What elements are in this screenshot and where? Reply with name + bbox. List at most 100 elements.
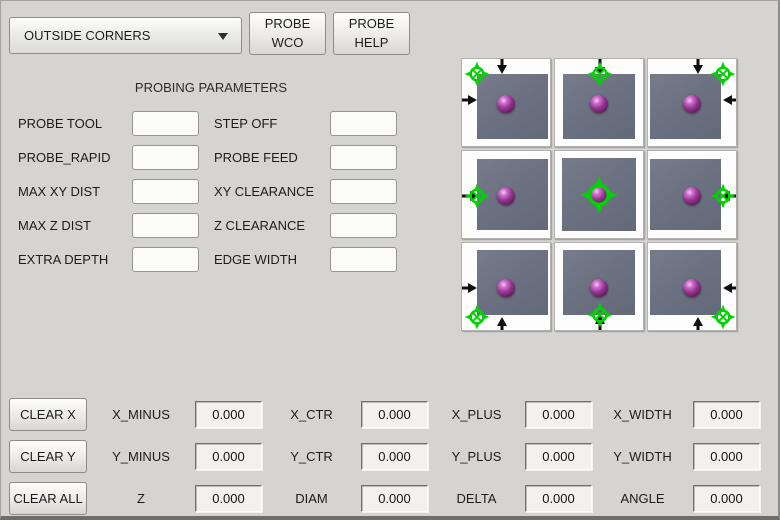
param-label-probe-feed: PROBE FEED <box>214 150 298 165</box>
result-label-x-ctr: X_CTR <box>290 407 333 422</box>
result-label-y-ctr: Y_CTR <box>290 449 333 464</box>
result-label-x-minus: X_MINUS <box>112 407 170 422</box>
param-label-extra-depth: EXTRA DEPTH <box>18 252 109 267</box>
probe-ball-icon <box>590 186 608 204</box>
result-label-angle: ANGLE <box>620 491 665 506</box>
result-label-z: Z <box>137 491 145 506</box>
probe-tile-edge-bottom[interactable] <box>554 242 644 331</box>
clear-all-button[interactable]: CLEAR ALL <box>9 482 87 515</box>
z-clearance-input[interactable] <box>330 213 397 238</box>
result-label-y-width: Y_WIDTH <box>613 449 672 464</box>
probe-tile-edge-right[interactable] <box>647 150 737 239</box>
crosshair-icon <box>587 302 613 328</box>
probe-tile-corner-top-left[interactable] <box>461 58 551 147</box>
crosshair-icon <box>710 304 736 330</box>
crosshair-icon <box>710 61 736 87</box>
param-label-edge-width: EDGE WIDTH <box>214 252 298 267</box>
probe-ball-icon <box>683 279 701 297</box>
probe-direction-overlay <box>693 283 736 330</box>
probe-tile-corner-bottom-left[interactable] <box>461 242 551 331</box>
probe-tile-edge-left[interactable] <box>461 150 551 239</box>
max-xy-dist-input[interactable] <box>132 179 199 204</box>
probe-mode-selected-value: OUTSIDE CORNERS <box>24 28 151 43</box>
probe-direction-overlay <box>587 59 613 87</box>
edge-width-input[interactable] <box>330 247 397 272</box>
probe-position-grid <box>461 58 737 331</box>
x-minus-value: 0.000 <box>195 401 262 428</box>
y-ctr-value: 0.000 <box>361 443 428 470</box>
result-label-y-minus: Y_MINUS <box>112 449 170 464</box>
y-plus-value: 0.000 <box>525 443 592 470</box>
x-ctr-value: 0.000 <box>361 401 428 428</box>
param-label-z-clearance: Z CLEARANCE <box>214 218 306 233</box>
probe-direction-overlay <box>693 59 736 105</box>
z-value: 0.000 <box>195 485 262 512</box>
x-plus-value: 0.000 <box>525 401 592 428</box>
results-section: CLEAR X X_MINUS 0.000 X_CTR 0.000 X_PLUS… <box>1 398 780 515</box>
probe-direction-overlay <box>580 176 618 214</box>
y-width-value: 0.000 <box>693 443 760 470</box>
chevron-down-icon <box>218 33 228 45</box>
arrow-down-icon <box>497 59 507 74</box>
step-off-input[interactable] <box>330 111 397 136</box>
probe-tool-input[interactable] <box>132 111 199 136</box>
param-row: PROBE TOOL STEP OFF <box>1 108 421 142</box>
probe-help-button[interactable]: PROBE HELP <box>333 12 410 55</box>
probe-ball-icon <box>497 187 515 205</box>
probe-ball-icon <box>590 279 608 297</box>
arrow-right-icon <box>462 283 477 293</box>
arrow-up-icon <box>693 317 703 330</box>
diam-value: 0.000 <box>361 485 428 512</box>
result-label-x-width: X_WIDTH <box>613 407 672 422</box>
param-label-max-z-dist: MAX Z DIST <box>18 218 91 233</box>
probe-mode-dropdown[interactable]: OUTSIDE CORNERS <box>9 17 242 54</box>
probing-parameters-title: PROBING PARAMETERS <box>134 80 288 95</box>
param-label-max-xy-dist: MAX XY DIST <box>18 184 101 199</box>
param-row: EXTRA DEPTH EDGE WIDTH <box>1 244 421 278</box>
result-label-y-plus: Y_PLUS <box>451 449 502 464</box>
extra-depth-input[interactable] <box>132 247 199 272</box>
probe-tile-corner-top-right[interactable] <box>647 58 737 147</box>
probe-direction-overlay <box>587 302 613 330</box>
param-label-step-off: STEP OFF <box>214 116 278 131</box>
probe-rapid-input[interactable] <box>132 145 199 170</box>
arrow-left-icon <box>723 95 736 105</box>
angle-value: 0.000 <box>693 485 760 512</box>
probe-ball-icon <box>497 95 515 113</box>
probe-tile-center[interactable] <box>554 150 644 239</box>
crosshair-icon <box>464 183 490 209</box>
clear-y-button[interactable]: CLEAR Y <box>9 440 87 473</box>
probe-direction-overlay <box>462 283 507 330</box>
probe-feed-input[interactable] <box>330 145 397 170</box>
probe-ball-icon <box>497 279 515 297</box>
crosshair-icon <box>587 61 613 87</box>
result-label-diam: DIAM <box>295 491 328 506</box>
result-label-x-plus: X_PLUS <box>451 407 502 422</box>
max-z-dist-input[interactable] <box>132 213 199 238</box>
param-row: MAX XY DIST XY CLEARANCE <box>1 176 421 210</box>
probe-ball-icon <box>590 95 608 113</box>
probe-tile-corner-bottom-right[interactable] <box>647 242 737 331</box>
arrow-right-icon <box>462 95 477 105</box>
param-row: MAX Z DIST Z CLEARANCE <box>1 210 421 244</box>
xy-clearance-input[interactable] <box>330 179 397 204</box>
probe-ball-icon <box>683 187 701 205</box>
result-label-delta: DELTA <box>456 491 497 506</box>
arrow-down-icon <box>693 59 703 74</box>
probe-direction-overlay <box>462 183 490 209</box>
y-minus-value: 0.000 <box>195 443 262 470</box>
probe-wco-button[interactable]: PROBE WCO <box>249 12 326 55</box>
delta-value: 0.000 <box>525 485 592 512</box>
arrow-left-icon <box>723 283 736 293</box>
arrow-up-icon <box>497 317 507 330</box>
crosshair-icon <box>580 176 618 214</box>
crosshair-icon <box>464 61 490 87</box>
param-label-probe-rapid: PROBE_RAPID <box>18 150 111 165</box>
probe-tile-edge-top[interactable] <box>554 58 644 147</box>
crosshair-icon <box>710 183 736 209</box>
x-width-value: 0.000 <box>693 401 760 428</box>
probe-direction-overlay <box>710 183 736 209</box>
clear-x-button[interactable]: CLEAR X <box>9 398 87 431</box>
crosshair-icon <box>464 304 490 330</box>
